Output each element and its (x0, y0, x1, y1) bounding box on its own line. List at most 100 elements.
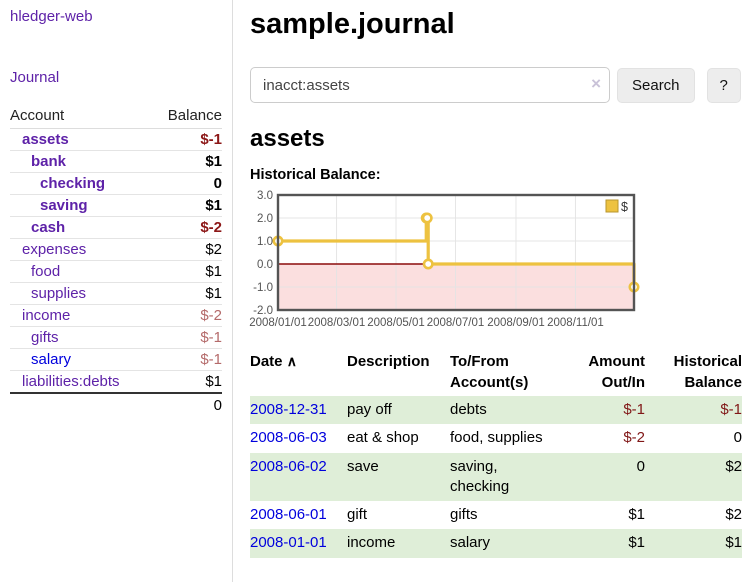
transaction-description: save (347, 452, 450, 501)
register-col-date[interactable]: Date ∧ (250, 348, 347, 396)
svg-text:-1.0: -1.0 (253, 282, 273, 294)
transaction-amount: $1 (562, 529, 647, 558)
accounts-total-value: 0 (151, 392, 222, 417)
account-balance: $1 (151, 282, 222, 305)
sidebar-item-journal[interactable]: Journal (10, 69, 60, 86)
transaction-accounts: gifts (450, 506, 478, 523)
svg-text:2008/07/01: 2008/07/01 (427, 317, 485, 329)
search-input-wrap: × (250, 67, 610, 103)
transaction-balance: 0 (733, 429, 742, 447)
register-row: 2008-06-01 gift gifts $1 $2 (250, 501, 742, 529)
sidebar: hledger-web Journal Account Balance asse… (0, 0, 233, 582)
svg-text:$: $ (621, 200, 628, 214)
transaction-description: gift (347, 506, 368, 523)
account-row: expenses $2 (10, 238, 222, 261)
account-balance: $-1 (151, 128, 222, 151)
transaction-date-link[interactable]: 2008-06-01 (250, 506, 327, 523)
transaction-amount: $-1 (562, 396, 647, 425)
svg-text:2008/09/01: 2008/09/01 (487, 317, 545, 329)
transaction-amount: 0 (562, 452, 647, 501)
account-balance: $2 (151, 238, 222, 261)
account-row: cash $-2 (10, 216, 222, 239)
account-link-supplies[interactable]: supplies (31, 285, 87, 302)
account-balance: $-1 (151, 326, 222, 349)
transaction-date-link[interactable]: 2008-01-01 (250, 534, 327, 552)
svg-text:2.0: 2.0 (257, 213, 273, 225)
clear-search-icon[interactable]: × (591, 74, 601, 93)
account-balance: 0 (151, 172, 222, 195)
svg-text:2008/03/01: 2008/03/01 (308, 317, 366, 329)
account-balance: $1 (151, 150, 222, 173)
account-balance: $1 (151, 194, 222, 217)
account-row: bank $1 (10, 150, 222, 173)
transaction-date-link[interactable]: 2008-06-03 (250, 429, 327, 447)
accounts-col-account: Account (10, 104, 152, 129)
accounts-col-balance: Balance (151, 104, 222, 129)
account-link-income[interactable]: income (22, 307, 71, 324)
transaction-date-link[interactable]: 2008-06-02 (250, 457, 327, 475)
account-link-liabilities-debts[interactable]: liabilities:debts (22, 373, 120, 390)
register-col-balance: Historical Balance (673, 353, 742, 391)
account-balance: $-1 (151, 348, 222, 371)
account-row: checking 0 (10, 172, 222, 195)
search-input[interactable] (250, 67, 610, 103)
account-link-saving[interactable]: saving (40, 197, 88, 214)
transaction-accounts: saving, checking (450, 452, 562, 501)
account-row: liabilities:debts $1 (10, 370, 222, 393)
transaction-balance: $2 (647, 452, 742, 501)
account-link-bank[interactable]: bank (31, 153, 67, 170)
register-table: Date ∧ Description To/From Account(s) Am… (250, 348, 742, 558)
help-button[interactable]: ? (706, 67, 741, 103)
register-col-description: Description (347, 353, 430, 370)
transaction-description: eat & shop (347, 429, 419, 447)
transaction-date-link[interactable]: 2008-12-31 (250, 401, 327, 418)
transaction-balance: $2 (725, 506, 742, 523)
account-link-checking[interactable]: checking (40, 175, 106, 192)
account-link-gifts[interactable]: gifts (31, 329, 59, 346)
page-title: sample.journal (250, 8, 455, 40)
register-row: 2008-12-31 pay off debts $-1 $-1 (250, 396, 742, 425)
transaction-amount: $1 (628, 506, 645, 523)
transaction-description: income (347, 529, 450, 558)
search-form: × Search ? (250, 67, 742, 103)
transaction-description: pay off (347, 396, 450, 425)
account-row: saving $1 (10, 194, 222, 217)
account-row: food $1 (10, 260, 222, 283)
account-link-assets[interactable]: assets (22, 131, 69, 148)
account-link-expenses[interactable]: expenses (22, 241, 87, 258)
historical-balance-chart: $3.0 2.0 1.0 0.0 -1.0 -2.0 2008/01/01 2008/03/0… (249, 190, 742, 334)
transaction-accounts: food, supplies (450, 429, 543, 447)
register-col-date-label: Date (250, 353, 283, 370)
account-link-cash[interactable]: cash (31, 219, 66, 236)
svg-text:2008/11/01: 2008/11/01 (547, 317, 604, 329)
svg-text:1.0: 1.0 (257, 236, 273, 248)
svg-text:0.0: 0.0 (257, 259, 273, 271)
transaction-balance: $1 (647, 529, 742, 558)
accounts-table: Account Balance assets $-1 bank $1 check… (10, 104, 222, 417)
register-row: 2008-06-02 save saving, checking 0 $2 (250, 452, 742, 501)
account-link-food[interactable]: food (31, 263, 61, 280)
svg-text:-2.0: -2.0 (253, 305, 273, 317)
svg-text:2008/01/01: 2008/01/01 (249, 317, 307, 329)
transaction-accounts: debts (450, 396, 562, 425)
register-col-amount: Amount Out/In (588, 353, 645, 391)
app-title-link[interactable]: hledger-web (10, 8, 93, 25)
svg-text:3.0: 3.0 (257, 190, 273, 202)
account-row: supplies $1 (10, 282, 222, 305)
chart-title: Historical Balance: (250, 167, 381, 183)
search-button[interactable]: Search (617, 67, 695, 103)
account-link-salary[interactable]: salary (31, 351, 72, 368)
register-header-row: Date ∧ Description To/From Account(s) Am… (250, 348, 742, 396)
transaction-balance: $-1 (647, 396, 742, 425)
account-balance: $-2 (151, 304, 222, 327)
account-balance: $-2 (151, 216, 222, 239)
account-row: salary $-1 (10, 348, 222, 371)
transaction-accounts: salary (450, 529, 562, 558)
account-balance: $1 (151, 370, 222, 393)
transaction-amount: $-2 (623, 429, 645, 447)
account-row: income $-2 (10, 304, 222, 327)
register-row: 2008-01-01 income salary $1 $1 (250, 529, 742, 558)
account-row: assets $-1 (10, 128, 222, 151)
register-row: 2008-06-03 eat & shop food, supplies $-2… (250, 424, 742, 452)
